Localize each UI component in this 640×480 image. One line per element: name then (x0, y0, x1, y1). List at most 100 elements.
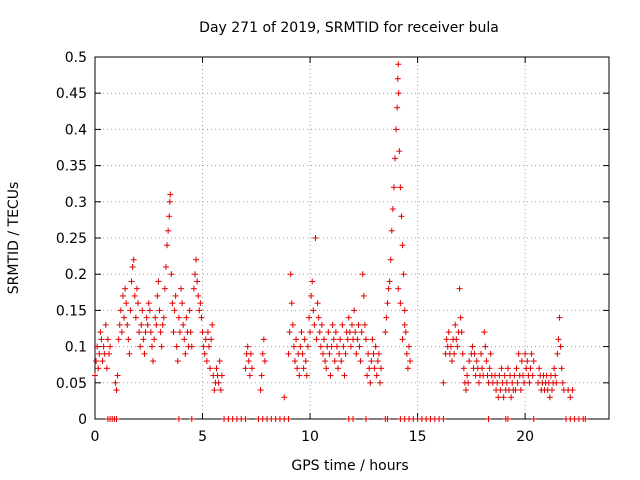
data-point (312, 235, 319, 241)
data-point (524, 358, 531, 365)
data-point (315, 314, 322, 321)
data-point (162, 263, 169, 270)
data-point (183, 314, 190, 321)
data-point (193, 256, 200, 263)
data-point (375, 350, 382, 357)
data-point (99, 358, 106, 365)
data-point (158, 343, 165, 350)
data-point (204, 329, 211, 336)
data-point (553, 379, 560, 386)
data-point (100, 343, 107, 350)
data-point (338, 358, 345, 365)
data-points (92, 61, 589, 422)
data-point (121, 314, 128, 321)
y-tick-label: 0.25 (56, 231, 87, 247)
y-tick-label: 0.45 (56, 86, 87, 102)
data-point (285, 416, 292, 422)
data-point (309, 278, 316, 285)
data-point (292, 358, 299, 365)
data-point (394, 104, 401, 111)
data-point (305, 314, 312, 321)
data-point (498, 365, 505, 372)
data-point (194, 278, 201, 285)
data-point (517, 387, 524, 394)
data-point (350, 416, 357, 422)
data-point (322, 358, 329, 365)
data-point (395, 90, 402, 97)
data-point (503, 379, 510, 386)
data-point (114, 372, 121, 379)
data-point (97, 329, 104, 336)
data-point (140, 336, 147, 343)
data-point (288, 300, 295, 307)
data-point (153, 321, 160, 328)
data-point (155, 278, 162, 285)
data-point (582, 416, 589, 422)
data-point (242, 365, 249, 372)
x-tick-label: 15 (409, 429, 427, 445)
data-point (526, 379, 533, 386)
data-point (159, 321, 166, 328)
data-point (383, 314, 390, 321)
data-point (453, 336, 460, 343)
data-point (296, 372, 303, 379)
data-point (528, 350, 535, 357)
data-point (367, 379, 374, 386)
data-point (445, 329, 452, 336)
data-point (261, 358, 268, 365)
data-point (208, 336, 215, 343)
data-point (290, 343, 297, 350)
data-point (462, 387, 469, 394)
data-point (501, 372, 508, 379)
data-point (201, 350, 208, 357)
data-point (211, 387, 218, 394)
data-point (456, 285, 463, 292)
data-point (113, 416, 120, 422)
data-point (127, 307, 134, 314)
y-tick-label: 0.35 (56, 159, 87, 175)
data-point (161, 285, 168, 292)
data-point (209, 321, 216, 328)
data-point (329, 321, 336, 328)
data-point (554, 350, 561, 357)
data-point (403, 350, 410, 357)
data-point (314, 300, 321, 307)
data-point (168, 271, 175, 278)
data-point (323, 365, 330, 372)
data-point (325, 329, 332, 336)
data-point (96, 350, 103, 357)
data-point (213, 365, 220, 372)
data-point (486, 365, 493, 372)
data-point (402, 329, 409, 336)
data-point (360, 292, 367, 299)
data-point (514, 379, 521, 386)
data-point (118, 329, 125, 336)
data-point (331, 358, 338, 365)
data-point (328, 343, 335, 350)
data-point (458, 329, 465, 336)
data-point (388, 227, 395, 234)
x-tick-label: 20 (516, 429, 534, 445)
data-point (313, 336, 320, 343)
data-point (197, 300, 204, 307)
data-point (169, 300, 176, 307)
data-point (509, 379, 516, 386)
data-point (166, 213, 173, 220)
data-point (146, 307, 153, 314)
data-point (287, 271, 294, 278)
data-point (362, 416, 369, 422)
data-point (300, 365, 307, 372)
data-point (384, 300, 391, 307)
data-point (199, 329, 206, 336)
data-point (392, 155, 399, 162)
data-point (398, 213, 405, 220)
data-point (384, 416, 391, 422)
y-tick-label: 0.15 (56, 303, 87, 319)
data-point (399, 242, 406, 249)
data-point (346, 329, 353, 336)
data-point (303, 372, 310, 379)
data-point (105, 350, 112, 357)
data-point (530, 416, 537, 422)
data-point (440, 416, 447, 422)
